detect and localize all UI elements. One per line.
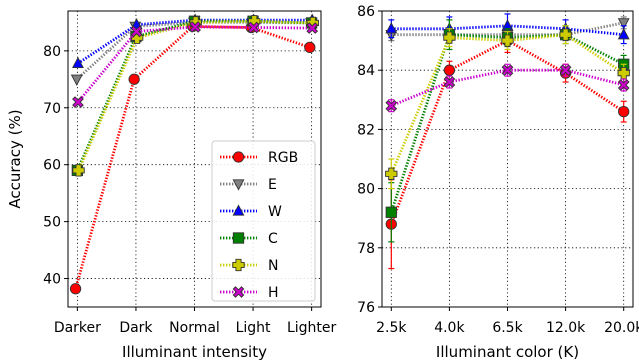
data-point bbox=[385, 22, 398, 34]
series-n bbox=[385, 25, 630, 190]
y-tick-label: 70 bbox=[43, 101, 61, 117]
data-point bbox=[72, 164, 85, 177]
legend-label: H bbox=[268, 285, 279, 301]
y-tick-label: 80 bbox=[43, 44, 61, 60]
y-tick-label: 86 bbox=[357, 4, 375, 20]
series-h bbox=[385, 63, 630, 113]
legend-item-w: W bbox=[220, 204, 282, 220]
data-point bbox=[501, 64, 514, 77]
series-n bbox=[72, 15, 319, 177]
data-point bbox=[306, 22, 319, 34]
x-axis: 2.5k 4.0k 6.5k 12.0k 20.0k Illuminant color (… bbox=[376, 307, 639, 361]
series-line bbox=[77, 19, 313, 171]
x-tick-label: 20.0k bbox=[604, 320, 639, 336]
data-point bbox=[385, 167, 398, 180]
legend-marker bbox=[232, 179, 245, 191]
chart-panel-2: 76 78 80 82 84 86 2.5k 4.0k 6.5k 12.0k 20.0k Illumi… bbox=[357, 4, 639, 361]
x-tick-label: Darker bbox=[54, 320, 101, 336]
data-point bbox=[617, 79, 630, 91]
y-tick-label: 40 bbox=[43, 272, 61, 288]
legend-label: N bbox=[268, 258, 278, 274]
x-tick-label: Dark bbox=[119, 320, 153, 336]
series-line bbox=[389, 33, 625, 213]
y-tick-label: 60 bbox=[43, 158, 61, 174]
series-line bbox=[390, 33, 625, 175]
x-axis-label: Illuminant color (K) bbox=[436, 343, 579, 361]
data-point bbox=[130, 25, 143, 38]
legend-item-rgb: RGB bbox=[220, 150, 298, 166]
legend-box bbox=[211, 140, 316, 302]
x-tick-label: Light bbox=[236, 320, 271, 336]
y-axis: 40 50 60 70 80 Accuracy (%) bbox=[6, 44, 68, 288]
chart-panel-1: 40 50 60 70 80 Accuracy (%) Darker Dark Normal Li… bbox=[6, 10, 337, 361]
data-point bbox=[72, 56, 84, 69]
x-tick-label: 6.5k bbox=[492, 320, 523, 336]
legend-label: C bbox=[268, 231, 278, 247]
legend-marker bbox=[232, 286, 245, 298]
data-point bbox=[128, 73, 140, 85]
legend-item-c: C bbox=[220, 231, 278, 247]
data-point bbox=[501, 34, 514, 47]
data-point bbox=[559, 28, 572, 41]
series-line bbox=[77, 18, 313, 65]
data-point bbox=[247, 21, 260, 34]
legend-marker bbox=[232, 151, 245, 163]
x-tick-label: 12.0k bbox=[546, 320, 586, 336]
data-point bbox=[70, 74, 83, 86]
legend-label: E bbox=[268, 177, 277, 193]
series-line bbox=[74, 24, 311, 290]
y-tick-label: 80 bbox=[357, 182, 375, 198]
grid bbox=[68, 11, 321, 307]
series-line bbox=[76, 19, 312, 171]
legend-item-n: N bbox=[220, 258, 278, 274]
data-point bbox=[618, 105, 630, 118]
data-point bbox=[559, 64, 572, 77]
data-point bbox=[385, 206, 397, 218]
x-axis: Darker Dark Normal Light Lighter Illuminant i… bbox=[54, 307, 337, 361]
data-point bbox=[443, 76, 456, 88]
x-tick-label: 2.5k bbox=[376, 320, 407, 336]
y-tick-label: 78 bbox=[357, 241, 375, 257]
y-tick-label: 84 bbox=[357, 63, 375, 79]
data-point bbox=[69, 283, 82, 295]
data-point bbox=[304, 41, 316, 54]
x-tick-label: Lighter bbox=[287, 320, 337, 336]
legend-marker bbox=[232, 258, 245, 272]
data-point bbox=[443, 31, 456, 44]
data-point bbox=[189, 21, 201, 33]
y-axis: 76 78 80 82 84 86 bbox=[357, 4, 382, 316]
y-tick-label: 76 bbox=[357, 300, 375, 316]
series-h bbox=[72, 21, 319, 108]
data-point bbox=[72, 96, 84, 108]
x-tick-label: Normal bbox=[169, 320, 220, 336]
data-point bbox=[617, 28, 630, 40]
legend-label: RGB bbox=[268, 150, 298, 166]
legend-marker bbox=[232, 204, 245, 216]
legend-marker bbox=[232, 232, 245, 244]
data-point bbox=[385, 99, 398, 112]
data-point bbox=[443, 64, 456, 76]
x-tick-label: 4.0k bbox=[434, 320, 465, 336]
legend-item-e: E bbox=[220, 177, 277, 193]
y-tick-label: 50 bbox=[43, 215, 61, 231]
y-tick-label: 82 bbox=[357, 122, 375, 138]
legend-item-h: H bbox=[220, 285, 279, 301]
x-axis-label: Illuminant intensity bbox=[122, 343, 267, 361]
y-axis-label: Accuracy (%) bbox=[6, 109, 24, 208]
legend-label: W bbox=[268, 204, 282, 220]
data-point bbox=[617, 18, 630, 30]
